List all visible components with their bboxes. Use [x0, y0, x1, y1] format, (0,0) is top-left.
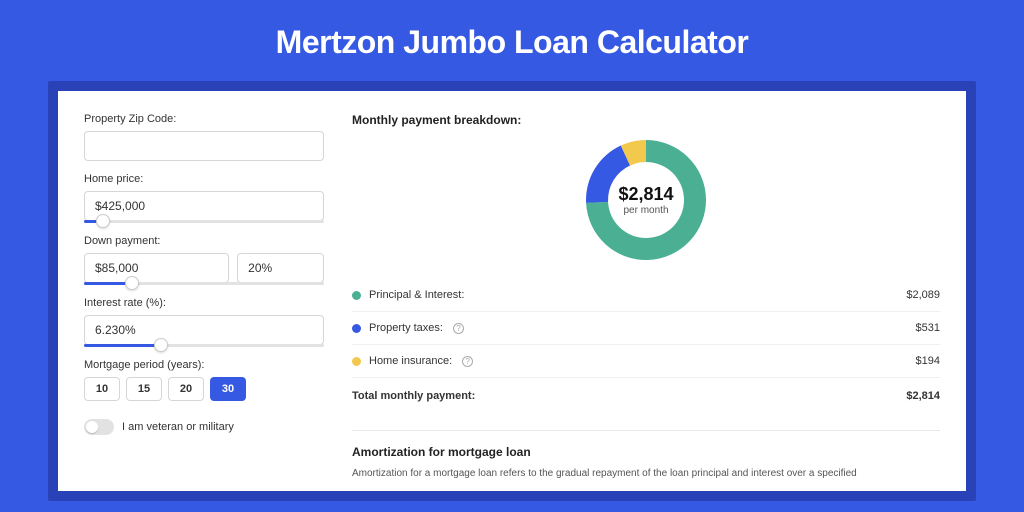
- down-payment-percent-input[interactable]: [237, 253, 324, 283]
- inner-band: Property Zip Code: Home price: Down paym…: [48, 81, 976, 501]
- donut-sub: per month: [623, 205, 668, 216]
- legend-row: Principal & Interest: $2,089: [352, 279, 940, 312]
- interest-rate-group: Interest rate (%):: [84, 297, 324, 347]
- amortization-section: Amortization for mortgage loan Amortizat…: [352, 430, 940, 481]
- down-payment-amount-input[interactable]: [84, 253, 229, 283]
- period-button-30[interactable]: 30: [210, 377, 246, 401]
- home-price-label: Home price:: [84, 173, 324, 185]
- legend-value: $194: [916, 355, 940, 367]
- donut-amount: $2,814: [618, 184, 673, 205]
- period-buttons: 10152030: [84, 377, 324, 401]
- zip-input[interactable]: [84, 131, 324, 161]
- zip-group: Property Zip Code:: [84, 113, 324, 161]
- period-label: Mortgage period (years):: [84, 359, 324, 371]
- down-payment-label: Down payment:: [84, 235, 324, 247]
- legend-dot: [352, 324, 361, 333]
- form-column: Property Zip Code: Home price: Down paym…: [84, 113, 324, 469]
- home-price-input[interactable]: [84, 191, 324, 221]
- breakdown-column: Monthly payment breakdown: $2,814 per mo…: [352, 113, 940, 469]
- veteran-label: I am veteran or military: [122, 421, 234, 433]
- legend-row: Home insurance:? $194: [352, 345, 940, 378]
- toggle-knob: [86, 421, 98, 433]
- page-title: Mertzon Jumbo Loan Calculator: [0, 0, 1024, 81]
- breakdown-title: Monthly payment breakdown:: [352, 113, 940, 127]
- legend-value: $531: [916, 322, 940, 334]
- interest-rate-label: Interest rate (%):: [84, 297, 324, 309]
- period-button-20[interactable]: 20: [168, 377, 204, 401]
- legend-value: $2,089: [906, 289, 940, 301]
- slider-thumb[interactable]: [125, 276, 139, 290]
- period-button-10[interactable]: 10: [84, 377, 120, 401]
- down-payment-group: Down payment:: [84, 235, 324, 285]
- amortization-text: Amortization for a mortgage loan refers …: [352, 467, 940, 481]
- amortization-title: Amortization for mortgage loan: [352, 445, 940, 459]
- legend-label: Principal & Interest:: [369, 289, 464, 301]
- home-price-group: Home price:: [84, 173, 324, 223]
- info-icon[interactable]: ?: [462, 356, 473, 367]
- legend: Principal & Interest: $2,089 Property taxe…: [352, 279, 940, 378]
- slider-thumb[interactable]: [96, 214, 110, 228]
- veteran-row: I am veteran or military: [84, 419, 324, 435]
- interest-rate-slider[interactable]: [84, 344, 324, 347]
- total-row: Total monthly payment: $2,814: [352, 378, 940, 412]
- total-label: Total monthly payment:: [352, 390, 475, 402]
- info-icon[interactable]: ?: [453, 323, 464, 334]
- period-group: Mortgage period (years): 10152030: [84, 359, 324, 401]
- slider-thumb[interactable]: [154, 338, 168, 352]
- veteran-toggle[interactable]: [84, 419, 114, 435]
- calculator-panel: Property Zip Code: Home price: Down paym…: [58, 91, 966, 491]
- legend-row: Property taxes:? $531: [352, 312, 940, 345]
- down-payment-slider[interactable]: [84, 282, 324, 285]
- legend-label: Property taxes:: [369, 322, 443, 334]
- legend-dot: [352, 291, 361, 300]
- donut-center: $2,814 per month: [583, 137, 709, 263]
- total-value: $2,814: [906, 390, 940, 402]
- interest-rate-input[interactable]: [84, 315, 324, 345]
- legend-label: Home insurance:: [369, 355, 452, 367]
- zip-label: Property Zip Code:: [84, 113, 324, 125]
- legend-dot: [352, 357, 361, 366]
- period-button-15[interactable]: 15: [126, 377, 162, 401]
- home-price-slider[interactable]: [84, 220, 324, 223]
- payment-donut-chart: $2,814 per month: [583, 137, 709, 263]
- donut-wrap: $2,814 per month: [352, 137, 940, 263]
